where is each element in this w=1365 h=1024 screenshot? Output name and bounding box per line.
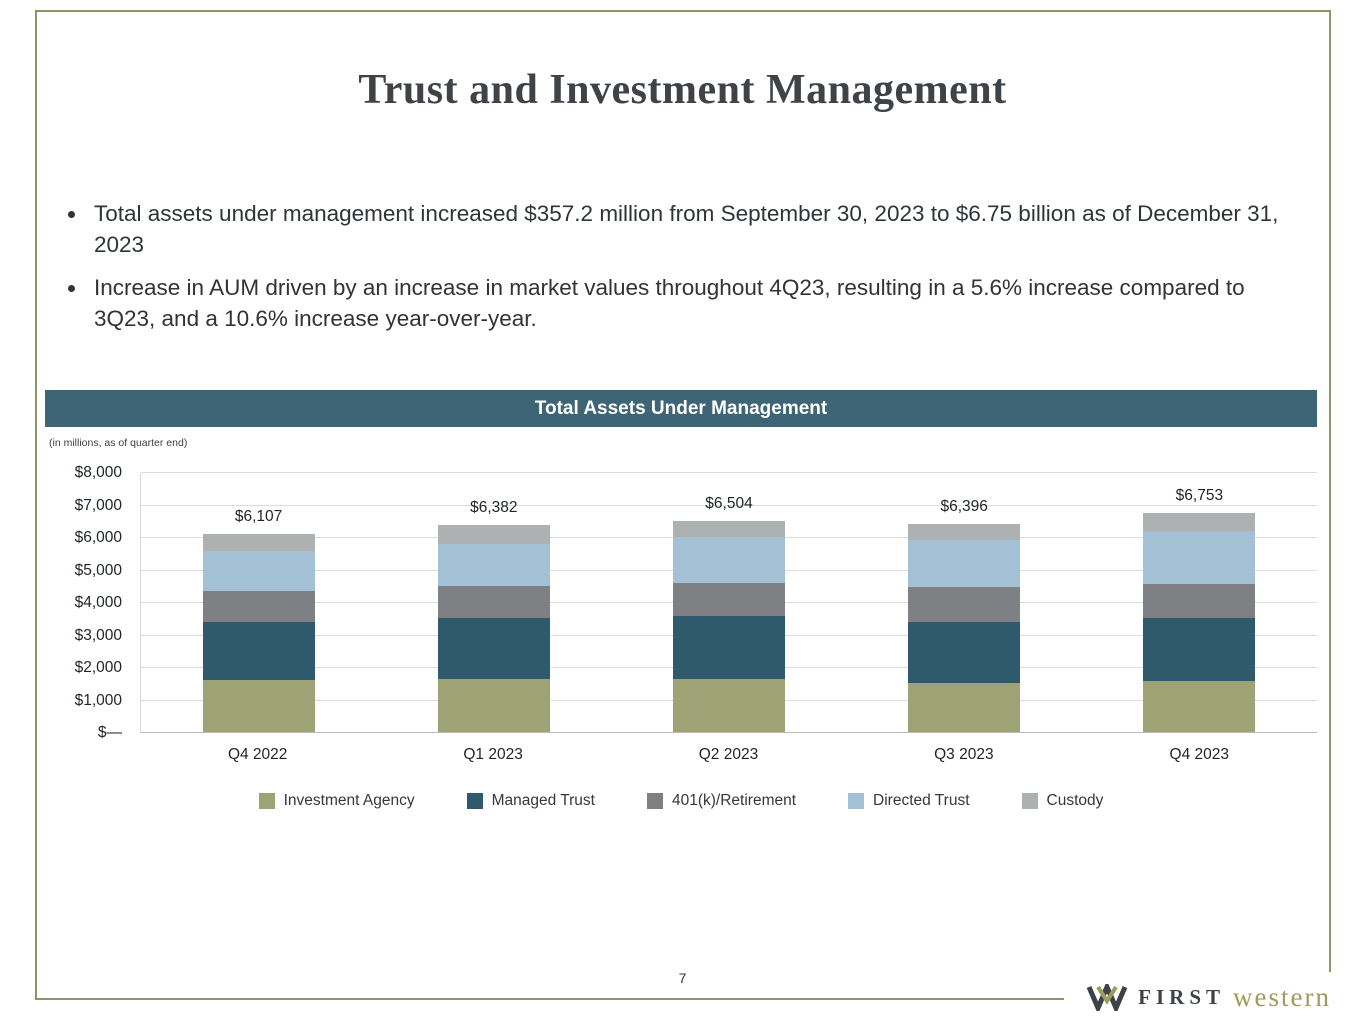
page-title: Trust and Investment Management	[358, 67, 1007, 113]
bar-segment-401-k-retirement	[437, 585, 550, 619]
bar-segment-401-k-retirement	[1143, 584, 1256, 619]
x-tick-label: Q3 2023	[934, 746, 994, 763]
bar-total-label: $6,107	[234, 507, 283, 525]
x-tick-label: Q4 2023	[1169, 746, 1229, 763]
y-tick-label: $6,000	[74, 529, 122, 546]
bar-segment-401-k-retirement	[202, 591, 315, 622]
legend-label: Managed Trust	[491, 792, 595, 809]
bullet-item: Increase in AUM driven by an increase in…	[88, 272, 1288, 334]
x-tick-label: Q2 2023	[698, 746, 759, 763]
bar-segment-401-k-retirement	[673, 582, 785, 617]
legend-label: Investment Agency	[283, 792, 415, 809]
bar-segment-investment-agency	[202, 680, 315, 732]
y-tick-label: $—	[97, 724, 122, 741]
chart-section: Total Assets Under Management (in millio…	[45, 390, 1317, 810]
y-tick-label: $4,000	[74, 594, 122, 611]
legend-swatch	[1021, 793, 1038, 809]
y-tick-label: $1,000	[74, 691, 122, 709]
legend-item-directed-trust: Directed Trust	[848, 792, 970, 810]
bar-segment-investment-agency	[437, 679, 550, 732]
logo-text-first: FIRST	[1138, 984, 1226, 1009]
chart-body: $— $1,000 $2,000 $3,000 $4,000 $5,000 $6,000 $7…	[45, 464, 1317, 741]
gridline	[141, 732, 1317, 733]
gridline	[141, 472, 1317, 473]
bar-segment-investment-agency	[1143, 680, 1256, 732]
x-tick-label: Q4 2022	[227, 746, 288, 763]
bar-segment-custody	[202, 533, 315, 551]
legend-swatch	[646, 793, 663, 809]
legend-item-401-k-retirement: 401(k)/Retirement	[646, 792, 797, 810]
bar-segment-managed-trust	[437, 618, 550, 680]
chart-subtitle: (in millions, as of quarter end)	[49, 437, 188, 449]
bar-segment-401-k-retirement	[908, 587, 1021, 622]
bar-total-label: $6,382	[470, 498, 518, 516]
legend-item-custody: Custody	[1021, 792, 1104, 810]
bar-total-label: $6,504	[705, 494, 753, 512]
chart-title-banner: Total Assets Under Management	[45, 390, 1317, 427]
logo-text-western: western	[1233, 981, 1331, 1012]
legend-swatch	[848, 793, 865, 809]
bar-segment-directed-trust	[437, 544, 550, 586]
bar-segment-managed-trust	[1143, 618, 1256, 681]
bar-q1-2023: $6,382	[437, 472, 550, 732]
bar-segment-directed-trust	[1143, 530, 1256, 585]
logo-w-icon	[1086, 983, 1128, 1011]
bar-segment-managed-trust	[673, 616, 785, 680]
legend-label: Custody	[1046, 792, 1104, 809]
bullet-list: Total assets under management increased …	[88, 198, 1288, 346]
bar-segment-custody	[437, 524, 550, 545]
y-tick-label: $5,000	[74, 561, 122, 579]
legend-item-managed-trust: Managed Trust	[466, 792, 595, 810]
bar-segment-investment-agency	[908, 683, 1021, 732]
legend-swatch	[258, 793, 275, 809]
chart-plot: $6,107 $6,382 $6,504 $6,396 $6,753	[140, 472, 1317, 733]
bar-q3-2023: $6,396	[908, 472, 1021, 732]
gridline	[141, 504, 1317, 506]
bar-q4-2022: $6,107	[202, 472, 315, 732]
bar-segment-managed-trust	[908, 621, 1021, 684]
y-tick-label: $2,000	[74, 659, 122, 676]
x-tick-label: Q1 2023	[463, 746, 523, 763]
chart-x-axis: Q4 2022 Q1 2023 Q2 2023 Q3 2023 Q4 2023	[140, 746, 1317, 764]
company-logo: FIRST western	[1064, 972, 1337, 1022]
page-number: 7	[678, 970, 687, 986]
chart-legend: Investment Agency Managed Trust 401(k)/Ret…	[45, 792, 1317, 810]
legend-label: Directed Trust	[873, 792, 970, 809]
legend-swatch	[466, 793, 483, 809]
bar-segment-managed-trust	[202, 621, 315, 680]
bar-q2-2023: $6,504	[673, 472, 785, 732]
bar-segment-directed-trust	[673, 537, 785, 583]
y-tick-label: $7,000	[74, 496, 122, 514]
bar-total-label: $6,753	[1175, 486, 1224, 504]
bullet-item: Total assets under management increased …	[88, 198, 1288, 260]
bar-segment-directed-trust	[202, 550, 315, 592]
bar-total-label: $6,396	[940, 498, 988, 516]
bar-segment-investment-agency	[673, 679, 785, 732]
bar-segment-custody	[908, 524, 1021, 541]
legend-item-investment-agency: Investment Agency	[258, 792, 415, 810]
chart-y-axis: $— $1,000 $2,000 $3,000 $4,000 $5,000 $6,000 $7…	[45, 464, 140, 741]
y-tick-label: $8,000	[74, 464, 122, 481]
slide-border	[35, 10, 1331, 1000]
legend-label: 401(k)/Retirement	[671, 792, 797, 809]
bar-segment-custody	[1143, 512, 1256, 531]
bar-segment-directed-trust	[908, 540, 1021, 588]
y-tick-label: $3,000	[74, 626, 122, 644]
bar-segment-custody	[673, 520, 785, 537]
bar-q4-2023: $6,753	[1143, 472, 1256, 732]
